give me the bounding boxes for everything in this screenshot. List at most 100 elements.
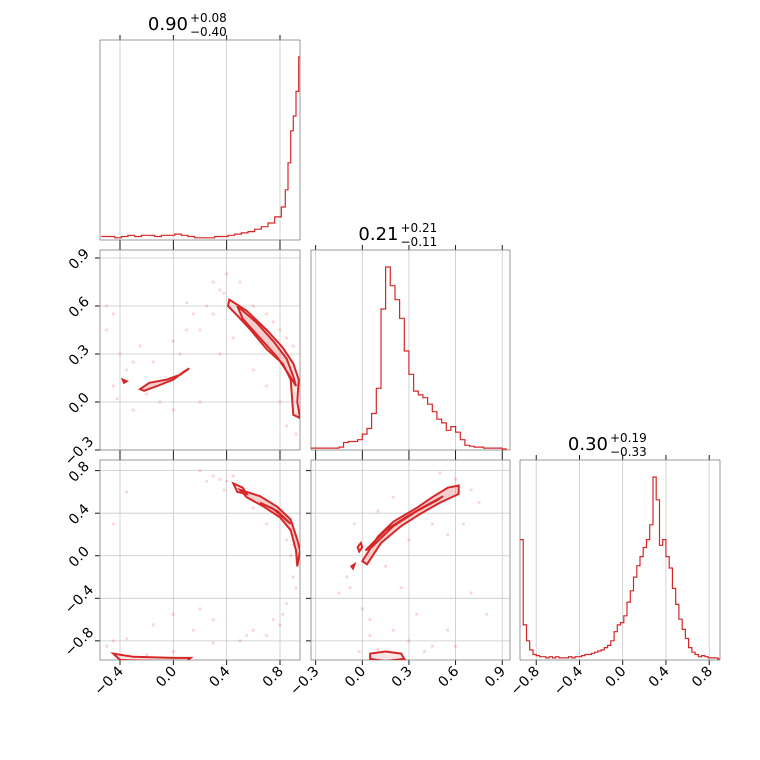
contour-level [236, 305, 297, 387]
histogram-0 [101, 56, 300, 239]
sample-point [415, 612, 419, 616]
sample-point [265, 522, 269, 526]
axes-frame [310, 459, 511, 661]
sample-point [485, 612, 489, 616]
sample-point [198, 400, 202, 404]
sample-point [111, 639, 115, 643]
sample-point [278, 623, 282, 627]
panel-2-0 [95, 455, 301, 665]
x-tick-label: −0.4 [551, 663, 586, 698]
sample-point [211, 312, 215, 316]
sample-point [158, 400, 162, 404]
sample-point [211, 280, 215, 284]
y-tick-label: 0.9 [66, 246, 93, 273]
sample-point [289, 554, 293, 558]
sample-point [271, 320, 275, 324]
sample-point [348, 586, 352, 590]
hist-title-minus: −0.11 [401, 235, 438, 249]
sample-point [454, 644, 458, 648]
sample-point [205, 304, 209, 308]
sample-point [469, 488, 473, 492]
sample-point [105, 328, 109, 332]
contour-level [231, 481, 249, 496]
contour-level [120, 377, 129, 385]
sample-point [145, 392, 149, 396]
panel-content [337, 471, 489, 660]
hist-title-plus: +0.21 [401, 221, 438, 235]
sample-point [278, 400, 282, 404]
sample-point [461, 522, 465, 526]
sample-point [446, 532, 450, 537]
panel-2-1 [306, 455, 511, 665]
hist-title-plus: +0.19 [610, 431, 647, 445]
contour-level [137, 367, 190, 392]
sample-point [231, 336, 235, 340]
sample-point [251, 304, 255, 308]
sample-point [222, 488, 226, 492]
sample-point [345, 575, 349, 579]
contour-level [236, 487, 300, 567]
sample-point [265, 384, 269, 388]
sample-point [294, 432, 298, 436]
axes-frame [519, 459, 721, 661]
axes-frame [99, 249, 301, 451]
axes-frame [310, 249, 511, 451]
x-tick-label: 0.4 [646, 663, 673, 690]
sample-point [115, 397, 119, 401]
sample-point [145, 653, 149, 657]
sample-point [281, 612, 285, 616]
sample-point [368, 618, 372, 622]
contour-level [369, 650, 406, 660]
panel-content [105, 469, 300, 660]
sample-point [422, 649, 427, 654]
x-tick-label: −0.3 [287, 664, 322, 699]
panel-content [105, 272, 300, 436]
sample-point [178, 352, 182, 356]
sample-point [352, 522, 357, 526]
sample-point [337, 591, 341, 595]
contour-level [349, 561, 357, 571]
contour-level [226, 297, 300, 420]
hist-title-value: 0.90 [148, 14, 188, 35]
sample-point [198, 328, 202, 332]
y-tick-label: 0.0 [66, 544, 93, 571]
sample-point [238, 639, 242, 643]
panel-0-0: 0.90 +0.08−0.40 [99, 11, 301, 245]
sample-point [225, 272, 229, 276]
hist-title-minus: −0.40 [190, 25, 227, 39]
sample-point [111, 312, 115, 316]
sample-point [278, 328, 282, 332]
y-tick-label: 0.4 [66, 501, 93, 528]
sample-point [171, 612, 175, 616]
sample-point [430, 644, 434, 648]
hist-title-value: 0.30 [568, 434, 608, 455]
panel-1-0 [95, 245, 301, 455]
sample-point [131, 360, 135, 364]
y-tick-label: 0.3 [66, 342, 93, 369]
sample-point [360, 607, 364, 611]
hist-title-plus: +0.08 [190, 11, 227, 25]
x-tick-label: 0.0 [342, 664, 369, 691]
sample-point [238, 280, 242, 284]
sample-point [477, 501, 481, 505]
sample-point [198, 469, 202, 473]
sample-point [357, 649, 361, 654]
y-tick-label: −0.8 [62, 625, 97, 660]
y-tick-label: −0.4 [62, 582, 97, 617]
sample-point [438, 471, 442, 475]
contour-level [364, 495, 444, 552]
histogram-2 [520, 476, 720, 660]
sample-point [430, 522, 434, 526]
sample-point [218, 477, 222, 481]
sample-point [151, 360, 155, 364]
contour-level [360, 484, 460, 566]
sample-point [399, 586, 403, 590]
x-tick-label: 0.9 [482, 664, 509, 691]
sample-point [407, 639, 411, 643]
contour-level [356, 540, 364, 554]
x-tick-label: 0.3 [389, 664, 416, 691]
histogram-1 [311, 266, 507, 450]
sample-point [211, 474, 215, 478]
x-tick-label: 0.4 [206, 663, 233, 690]
